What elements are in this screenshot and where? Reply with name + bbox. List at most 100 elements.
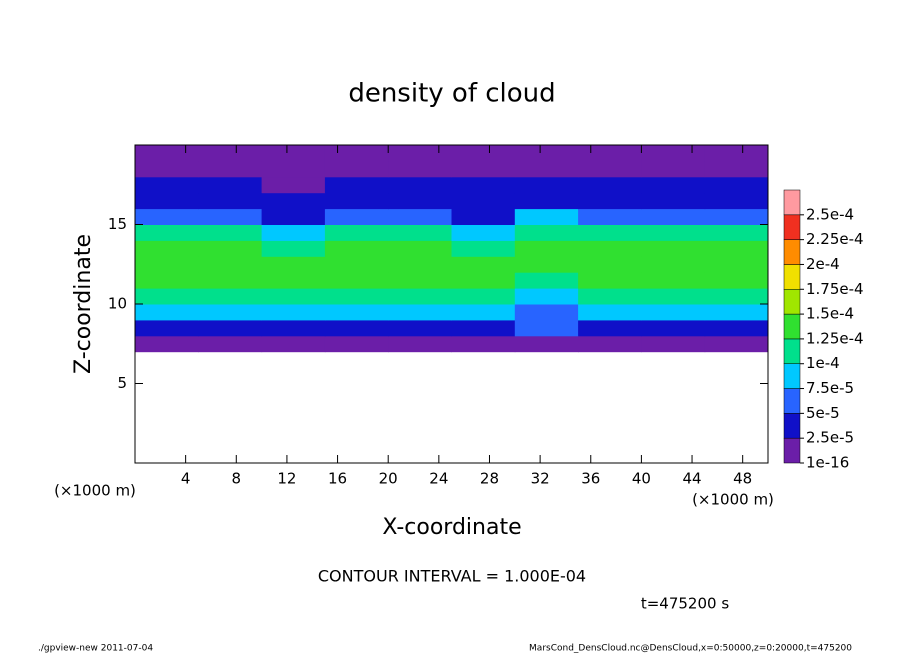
colorbar-box [784,438,800,463]
colorbar-box [784,364,800,389]
cell [262,177,326,193]
cell [262,240,326,256]
cell [198,161,262,177]
x-axis-label: X-coordinate [382,515,521,540]
cell [641,304,705,320]
cell [262,145,326,161]
cell [641,209,705,225]
x-tick-label: 12 [277,470,296,488]
colorbar-box [784,339,800,364]
cell [515,161,579,177]
cell [705,225,769,241]
cell [388,304,452,320]
colorbar-label: 1.5e-4 [806,305,854,323]
cell [578,161,642,177]
cell [388,209,452,225]
cell [515,304,579,320]
cell [262,225,326,241]
colorbar-box [784,314,800,339]
cell [262,209,326,225]
cell [325,288,389,304]
cell [452,161,516,177]
cell [198,145,262,161]
cell [578,288,642,304]
cell [705,193,769,209]
cell [705,256,769,272]
colorbar-box [784,215,800,240]
y-axis-label: Z-coordinate [71,234,96,374]
cell [198,209,262,225]
colorbar-box [784,413,800,438]
cell [262,193,326,209]
cell [705,145,769,161]
cell [135,193,199,209]
cell [452,272,516,288]
cell [135,272,199,288]
cell [388,225,452,241]
cell [262,320,326,336]
cell [198,256,262,272]
colorbar-label: 2.25e-4 [806,230,864,248]
y-tick-label: 5 [117,374,127,392]
cell [578,209,642,225]
x-tick-label: 40 [632,470,651,488]
x-tick-label: 20 [379,470,398,488]
colorbar-label: 2e-4 [806,255,840,273]
x-tick-label: 4 [181,470,191,488]
cell [198,193,262,209]
cell [705,288,769,304]
cell [135,145,199,161]
cell [388,272,452,288]
colorbar-label: 1.75e-4 [806,280,864,298]
cell [325,161,389,177]
cell [705,336,769,352]
x-tick-label: 32 [531,470,550,488]
cell [325,225,389,241]
colorbar-label: 1.25e-4 [806,329,864,347]
cell [452,256,516,272]
cell [705,304,769,320]
x-tick-label: 24 [429,470,448,488]
cell [135,256,199,272]
cell [452,145,516,161]
x-tick-label: 28 [480,470,499,488]
cell [515,225,579,241]
cell [325,193,389,209]
cell [452,336,516,352]
cell [135,177,199,193]
y-tick-label: 15 [108,215,127,233]
cell [578,145,642,161]
cell [388,193,452,209]
cell [262,336,326,352]
cell [388,177,452,193]
cell [641,225,705,241]
x-tick-label: 16 [328,470,347,488]
cell [578,193,642,209]
cell [641,161,705,177]
cell [515,336,579,352]
cell [705,161,769,177]
cell [325,320,389,336]
cell [452,288,516,304]
cell [578,225,642,241]
cell [641,320,705,336]
cell [705,240,769,256]
cell [388,161,452,177]
cell [325,177,389,193]
cell [578,256,642,272]
colorbar-box [784,289,800,314]
cell [135,288,199,304]
cell [325,272,389,288]
cell [135,336,199,352]
cell [578,320,642,336]
cell [262,161,326,177]
cell [325,256,389,272]
colorbar-label: 2.5e-4 [806,205,854,223]
cell [135,304,199,320]
cell [515,256,579,272]
cell [452,304,516,320]
cell [388,320,452,336]
x-tick-label: 44 [682,470,701,488]
cell [198,225,262,241]
cell [452,193,516,209]
